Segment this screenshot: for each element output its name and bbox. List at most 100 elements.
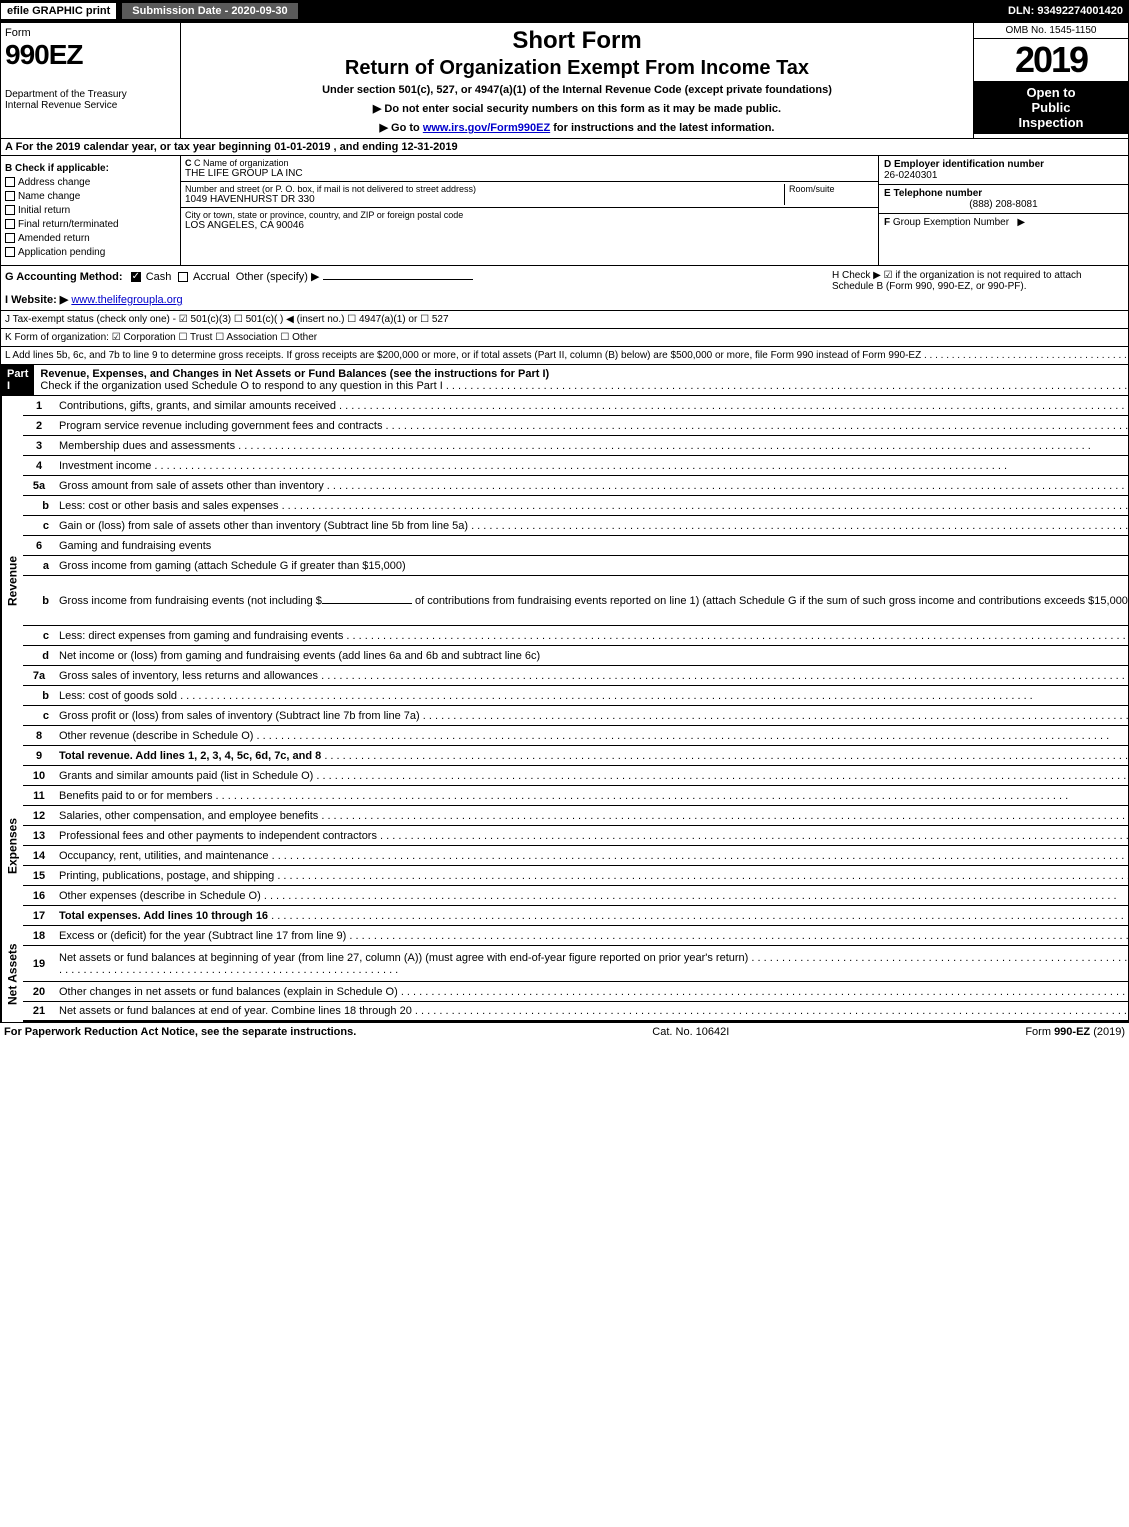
line-6b: b Gross income from fundraising events (…	[23, 576, 1129, 626]
line-14: 14 Occupancy, rent, utilities, and maint…	[23, 846, 1129, 866]
open-public: Open to Public Inspection	[974, 81, 1128, 134]
phone-label: E Telephone number	[884, 188, 1123, 199]
org-name: THE LIFE GROUP LA INC	[185, 168, 874, 179]
page-footer: For Paperwork Reduction Act Notice, see …	[0, 1022, 1129, 1041]
side-expenses: Expenses	[1, 766, 23, 926]
line-11: 11 Benefits paid to or for members 11	[23, 786, 1129, 806]
ein-value: 26-0240301	[884, 170, 1123, 181]
line-6c: c Less: direct expenses from gaming and …	[23, 626, 1129, 646]
warn-goto-post: for instructions and the latest informat…	[550, 122, 774, 134]
top-bar: efile GRAPHIC print Submission Date - 20…	[0, 0, 1129, 22]
city-value: LOS ANGELES, CA 90046	[185, 220, 874, 231]
i-label: I Website: ▶	[5, 294, 68, 306]
warn-goto: ▶ Go to www.irs.gov/Form990EZ for instru…	[189, 121, 965, 134]
line-20: 20 Other changes in net assets or fund b…	[23, 982, 1129, 1002]
line-3: 3 Membership dues and assessments 3	[23, 436, 1129, 456]
info-section: B Check if applicable: Address change Na…	[0, 156, 1129, 266]
line-16: 16 Other expenses (describe in Schedule …	[23, 886, 1129, 906]
line-21: 21 Net assets or fund balances at end of…	[23, 1002, 1129, 1022]
line-10: 10 Grants and similar amounts paid (list…	[23, 766, 1129, 786]
org-name-label: C C Name of organization	[185, 158, 874, 168]
chk-initial[interactable]: Initial return	[5, 205, 176, 216]
chk-name[interactable]: Name change	[5, 191, 176, 202]
street-row: Number and street (or P. O. box, if mail…	[181, 182, 878, 208]
group-exemption-label: F Group Exemption Number ▶	[884, 217, 1123, 228]
submission-date: Submission Date - 2020-09-30	[121, 2, 298, 20]
line-18: 18 Excess or (deficit) for the year (Sub…	[23, 926, 1129, 946]
line-g: G Accounting Method: Cash Accrual Other …	[1, 266, 828, 310]
box-e: E Telephone number (888) 208-8081	[879, 185, 1128, 214]
line-13: 13 Professional fees and other payments …	[23, 826, 1129, 846]
chk-amended[interactable]: Amended return	[5, 233, 176, 244]
g-label: G Accounting Method:	[5, 271, 123, 283]
dept-treasury: Department of the Treasury	[5, 89, 176, 100]
subtitle: Under section 501(c), 527, or 4947(a)(1)…	[189, 84, 965, 96]
box-def: D Employer identification number 26-0240…	[878, 156, 1128, 265]
chk-pending[interactable]: Application pending	[5, 247, 176, 258]
form-header: Form 990EZ Department of the Treasury In…	[0, 22, 1129, 139]
line-i: I Website: ▶ www.thelifegroupla.org	[5, 293, 824, 306]
line-7a: 7a Gross sales of inventory, less return…	[23, 666, 1129, 686]
other-accounting-input[interactable]	[323, 279, 473, 280]
box-f: F Group Exemption Number ▶	[879, 214, 1128, 231]
line-h: H Check ▶ ☑ if the organization is not r…	[828, 266, 1128, 310]
ein-label: D Employer identification number	[884, 159, 1123, 170]
open-line3: Inspection	[978, 115, 1124, 130]
city-row: City or town, state or province, country…	[181, 208, 878, 233]
chk-final[interactable]: Final return/terminated	[5, 219, 176, 230]
efile-label: efile GRAPHIC print	[0, 2, 117, 20]
line-5b: b Less: cost or other basis and sales ex…	[23, 496, 1129, 516]
box-d: D Employer identification number 26-0240…	[879, 156, 1128, 185]
chk-accrual[interactable]	[178, 272, 188, 282]
line-17: 17 Total expenses. Add lines 10 through …	[23, 906, 1129, 926]
line-l: L Add lines 5b, 6c, and 7b to line 9 to …	[0, 347, 1129, 365]
line-2: 2 Program service revenue including gove…	[23, 416, 1129, 436]
line-k: K Form of organization: ☑ Corporation ☐ …	[0, 329, 1129, 347]
line-7c: c Gross profit or (loss) from sales of i…	[23, 706, 1129, 726]
org-name-row: C C Name of organization THE LIFE GROUP …	[181, 156, 878, 182]
line-4: 4 Investment income 4	[23, 456, 1129, 476]
line-5c: c Gain or (loss) from sale of assets oth…	[23, 516, 1129, 536]
open-line1: Open to	[978, 85, 1124, 100]
part1-title: Revenue, Expenses, and Changes in Net As…	[34, 365, 1129, 395]
warn-ssn: ▶ Do not enter social security numbers o…	[189, 102, 965, 115]
line-9: 9 Total revenue. Add lines 1, 2, 3, 4, 5…	[23, 746, 1129, 766]
tax-year: 2019	[974, 39, 1128, 81]
warn-goto-pre: ▶ Go to	[380, 122, 423, 134]
room-label: Room/suite	[789, 184, 874, 194]
chk-cash[interactable]	[131, 272, 141, 282]
box-b: B Check if applicable: Address change Na…	[1, 156, 181, 265]
line-8: 8 Other revenue (describe in Schedule O)…	[23, 726, 1129, 746]
omb-number: OMB No. 1545-1150	[974, 23, 1128, 39]
line-l-text: L Add lines 5b, 6c, and 7b to line 9 to …	[5, 350, 921, 361]
header-left: Form 990EZ Department of the Treasury In…	[1, 23, 181, 138]
dln: DLN: 93492274001420	[1008, 5, 1129, 17]
footer-right: Form 990-EZ (2019)	[1025, 1026, 1125, 1038]
side-revenue: Revenue	[1, 396, 23, 766]
header-center: Short Form Return of Organization Exempt…	[181, 23, 973, 138]
street-label: Number and street (or P. O. box, if mail…	[185, 184, 784, 194]
header-right: OMB No. 1545-1150 2019 Open to Public In…	[973, 23, 1128, 138]
box-b-title: B Check if applicable:	[5, 163, 176, 174]
form-word: Form	[5, 27, 176, 39]
street-value: 1049 HAVENHURST DR 330	[185, 194, 784, 205]
city-label: City or town, state or province, country…	[185, 210, 874, 220]
part1-header-row: Part I Revenue, Expenses, and Changes in…	[0, 365, 1129, 396]
contrib-amount-input[interactable]	[322, 603, 412, 604]
line-5a: 5a Gross amount from sale of assets othe…	[23, 476, 1129, 496]
chk-address[interactable]: Address change	[5, 177, 176, 188]
line-6: 6 Gaming and fundraising events	[23, 536, 1129, 556]
return-title: Return of Organization Exempt From Incom…	[189, 57, 965, 80]
line-12: 12 Salaries, other compensation, and emp…	[23, 806, 1129, 826]
line-19: 19 Net assets or fund balances at beginn…	[23, 946, 1129, 982]
website-link[interactable]: www.thelifegroupla.org	[71, 294, 182, 306]
part1-table: Revenue 1 Contributions, gifts, grants, …	[0, 396, 1129, 1022]
open-line2: Public	[978, 100, 1124, 115]
line-6a: a Gross income from gaming (attach Sched…	[23, 556, 1129, 576]
footer-left: For Paperwork Reduction Act Notice, see …	[4, 1026, 356, 1038]
irs-link[interactable]: www.irs.gov/Form990EZ	[423, 122, 550, 134]
short-form-title: Short Form	[189, 27, 965, 55]
box-c: C C Name of organization THE LIFE GROUP …	[181, 156, 878, 265]
line-a-period: A For the 2019 calendar year, or tax yea…	[0, 139, 1129, 156]
gh-section: G Accounting Method: Cash Accrual Other …	[0, 266, 1129, 311]
